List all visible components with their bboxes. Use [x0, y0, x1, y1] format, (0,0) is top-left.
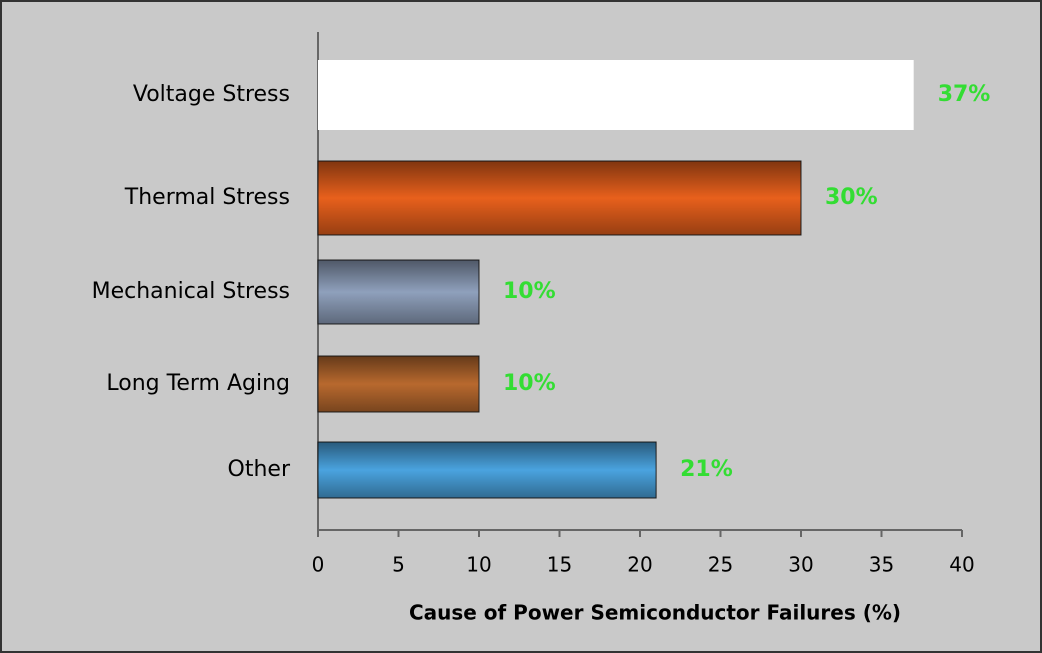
bar — [317, 441, 657, 499]
bar — [317, 259, 480, 325]
x-tick-label: 10 — [466, 553, 491, 577]
category-label: Voltage Stress — [133, 82, 290, 107]
value-label: 10% — [503, 279, 556, 304]
category-label: Thermal Stress — [124, 185, 290, 210]
value-label: 10% — [503, 371, 556, 396]
category-label: Long Term Aging — [106, 371, 290, 396]
x-tick-label: 0 — [312, 553, 325, 577]
x-axis-label: Cause of Power Semiconductor Failures (%… — [409, 601, 901, 625]
category-label: Mechanical Stress — [92, 279, 290, 304]
x-tick-label: 5 — [392, 553, 405, 577]
x-tick-label: 35 — [869, 553, 894, 577]
value-label: 21% — [680, 457, 733, 482]
x-tick-label: 25 — [708, 553, 733, 577]
bar — [317, 355, 480, 413]
x-tick-label: 30 — [788, 553, 813, 577]
value-label: 30% — [825, 185, 878, 210]
x-tick-label: 15 — [547, 553, 572, 577]
value-label: 37% — [938, 82, 991, 107]
x-tick-label: 40 — [949, 553, 974, 577]
bar — [317, 160, 802, 236]
category-label: Other — [228, 457, 291, 482]
x-tick-label: 20 — [627, 553, 652, 577]
bar — [318, 60, 914, 130]
